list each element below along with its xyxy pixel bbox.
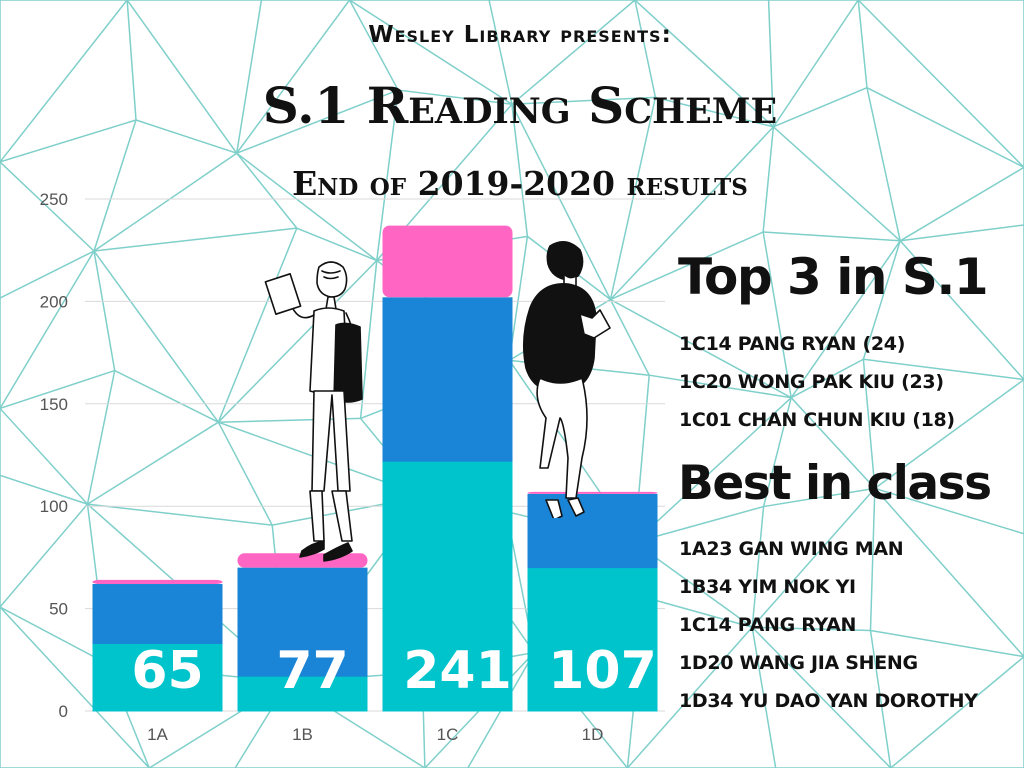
- woman-reading-illustration: [264, 261, 363, 562]
- list-item: 1C20 WONG PAK KIU (23): [679, 371, 944, 393]
- y-tick-label: 50: [49, 600, 68, 619]
- bar-segment: [527, 567, 658, 712]
- y-tick-label: 100: [40, 497, 68, 516]
- page-subtitle: End of 2019-2020 results: [292, 164, 748, 203]
- bar-segment: [92, 579, 223, 585]
- bar-segment: [92, 584, 223, 644]
- total-label: 77: [276, 641, 348, 701]
- x-tick-label: 1A: [147, 725, 168, 744]
- bar-segment: [527, 491, 658, 494]
- bar-segment: [237, 567, 368, 677]
- list-item: 1C14 PANG RYAN (24): [679, 333, 906, 355]
- list-item: 1C14 PANG RYAN: [679, 614, 857, 636]
- bar-segment: [382, 461, 513, 712]
- man-reading-illustration: [522, 241, 611, 518]
- list-item: 1D34 YU DAO YAN DOROTHY: [679, 690, 978, 712]
- y-tick-label: 150: [40, 395, 68, 414]
- bar-1C: [382, 225, 513, 712]
- total-label: 107: [548, 641, 657, 701]
- y-tick-label: 0: [59, 702, 68, 721]
- best-in-class-list: 1A23 GAN WING MAN 1B34 YIM NOK YI 1C14 P…: [679, 530, 978, 720]
- list-item: 1D20 WANG JIA SHENG: [679, 652, 918, 674]
- x-tick-label: 1B: [292, 725, 313, 744]
- bar-segment: [92, 643, 223, 712]
- page-title: S.1 Reading Scheme: [262, 76, 778, 135]
- best-in-class-heading: Best in class: [678, 456, 992, 511]
- bar-1A: [92, 579, 223, 712]
- list-item: 1A23 GAN WING MAN: [679, 538, 904, 560]
- total-label: 241: [403, 641, 512, 701]
- labels: 0 50 100 150 200 250 65 1A 77 1B 241 1C 107 1D: [40, 190, 657, 744]
- bar-segment: [382, 225, 513, 298]
- total-label: 65: [131, 641, 203, 701]
- y-tick-label: 200: [40, 292, 68, 311]
- bar-segment: [237, 676, 368, 712]
- x-tick-label: 1C: [437, 725, 459, 744]
- list-item: 1B34 YIM NOK YI: [679, 576, 856, 598]
- bar-segment: [382, 297, 513, 462]
- list-item: 1C01 CHAN CHUN KIU (18): [679, 409, 955, 431]
- top3-list: 1C14 PANG RYAN (24) 1C20 WONG PAK KIU (2…: [679, 325, 955, 439]
- kicker-text: Wesley Library presents:: [368, 22, 672, 48]
- top3-heading: Top 3 in S.1: [678, 248, 989, 306]
- x-tick-label: 1D: [582, 725, 604, 744]
- y-tick-label: 250: [40, 190, 68, 209]
- bar-1B: [237, 553, 368, 712]
- bars: [92, 225, 658, 712]
